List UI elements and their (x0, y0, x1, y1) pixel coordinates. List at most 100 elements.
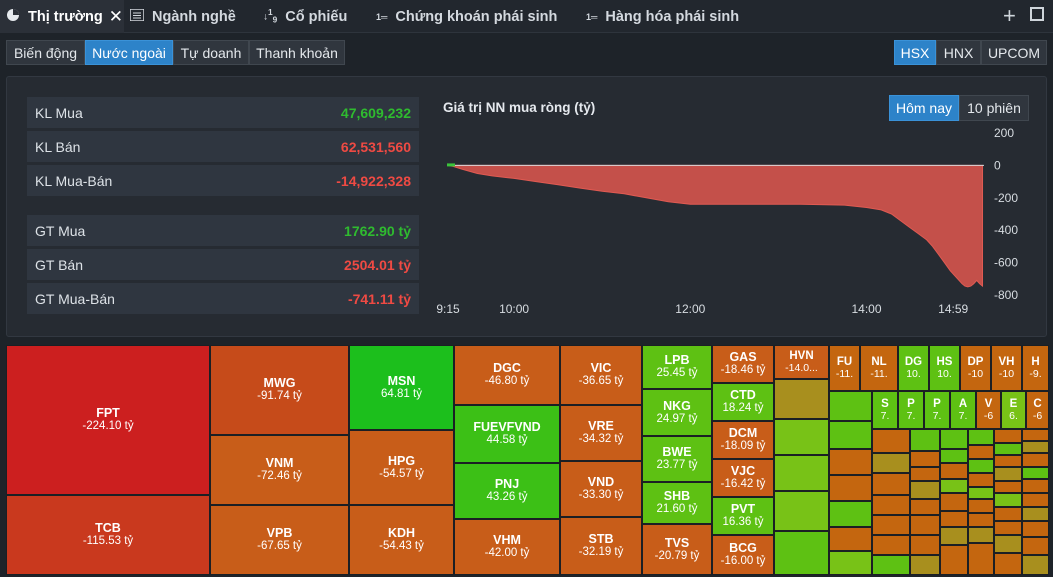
treemap-cell[interactable] (872, 453, 910, 473)
treemap-cell[interactable] (829, 421, 872, 449)
treemap-cell[interactable]: MSN 64.81 tỷ (349, 345, 454, 430)
exchange-hnx[interactable]: HNX (936, 40, 981, 65)
treemap-cell[interactable]: P 7. (924, 391, 950, 429)
treemap-cell[interactable] (1022, 507, 1049, 521)
maximize-icon[interactable] (1030, 7, 1044, 21)
treemap-cell[interactable] (968, 473, 994, 487)
toggle-10-sessions[interactable]: 10 phiên (959, 95, 1029, 121)
treemap-cell[interactable]: S 7. (872, 391, 898, 429)
treemap-cell[interactable] (1022, 555, 1049, 575)
treemap-cell[interactable]: VH -10 (991, 345, 1022, 391)
treemap-cell[interactable]: DCM -18.09 tỷ (712, 421, 774, 459)
treemap-cell[interactable]: E 6. (1001, 391, 1026, 429)
treemap-cell[interactable] (994, 467, 1022, 481)
treemap-cell[interactable]: FU -11. (829, 345, 860, 391)
treemap-cell[interactable]: BCG -16.00 tỷ (712, 535, 774, 575)
subtab-nuoc-ngoai[interactable]: Nước ngoài (85, 40, 173, 65)
subtab-tu-doanh[interactable]: Tự doanh (173, 40, 249, 65)
treemap-cell[interactable] (968, 487, 994, 499)
treemap-cell[interactable] (1022, 429, 1049, 441)
treemap-cell[interactable] (910, 535, 940, 555)
treemap-cell[interactable] (1022, 453, 1049, 467)
treemap-cell[interactable] (910, 467, 940, 481)
tab-commodities[interactable]: 1═ Hàng hóa phái sinh (586, 0, 739, 33)
treemap-cell[interactable]: H -9. (1022, 345, 1049, 391)
add-tab-icon[interactable]: + (1003, 3, 1016, 28)
treemap-cell[interactable]: STB -32.19 tỷ (560, 517, 642, 575)
treemap-cell[interactable]: MWG -91.74 tỷ (210, 345, 349, 435)
tab-stocks[interactable]: ↓19 Cổ phiếu (263, 0, 347, 33)
tab-market[interactable]: Thị trường ✕ (0, 0, 124, 33)
treemap-cell[interactable] (1022, 479, 1049, 493)
treemap-cell[interactable] (774, 491, 829, 531)
treemap-cell[interactable]: A 7. (950, 391, 976, 429)
treemap-cell[interactable]: LPB 25.45 tỷ (642, 345, 712, 389)
treemap-cell[interactable]: VIC -36.65 tỷ (560, 345, 642, 405)
treemap-cell[interactable]: SHB 21.60 tỷ (642, 482, 712, 524)
treemap-cell[interactable]: C -6 (1026, 391, 1049, 429)
treemap-cell[interactable] (940, 463, 968, 479)
treemap-cell[interactable] (910, 481, 940, 499)
treemap-cell[interactable] (940, 449, 968, 463)
treemap-cell[interactable] (829, 551, 872, 575)
treemap-cell[interactable] (968, 513, 994, 527)
treemap-cell[interactable] (872, 495, 910, 515)
treemap-cell[interactable] (994, 521, 1022, 535)
treemap-cell[interactable]: VPB -67.65 tỷ (210, 505, 349, 575)
treemap-cell[interactable] (968, 459, 994, 473)
treemap-cell[interactable]: HPG -54.57 tỷ (349, 430, 454, 505)
treemap-cell[interactable]: DG 10. (898, 345, 929, 391)
treemap-cell[interactable] (829, 391, 872, 421)
toggle-today[interactable]: Hôm nay (889, 95, 959, 121)
treemap-cell[interactable] (1022, 441, 1049, 453)
treemap-cell[interactable]: CTD 18.24 tỷ (712, 383, 774, 421)
treemap-cell[interactable]: TVS -20.79 tỷ (642, 524, 712, 575)
treemap-cell[interactable]: NKG 24.97 tỷ (642, 389, 712, 436)
treemap-cell[interactable]: FPT -224.10 tỷ (6, 345, 210, 495)
treemap-cell[interactable] (774, 531, 829, 575)
treemap-cell[interactable] (872, 473, 910, 495)
treemap-cell[interactable] (994, 507, 1022, 521)
treemap-cell[interactable] (774, 455, 829, 491)
treemap-cell[interactable] (1022, 467, 1049, 479)
treemap-cell[interactable] (910, 451, 940, 467)
treemap-cell[interactable]: BWE 23.77 tỷ (642, 436, 712, 482)
treemap-cell[interactable]: VNM -72.46 tỷ (210, 435, 349, 505)
treemap-cell[interactable] (829, 501, 872, 527)
treemap-cell[interactable] (910, 555, 940, 575)
treemap-cell[interactable] (940, 545, 968, 575)
treemap-cell[interactable] (968, 499, 994, 513)
treemap-cell[interactable]: NL -11. (860, 345, 898, 391)
subtab-bien-dong[interactable]: Biến động (6, 40, 85, 65)
treemap-cell[interactable] (1022, 537, 1049, 555)
treemap-cell[interactable]: DP -10 (960, 345, 991, 391)
treemap-cell[interactable] (968, 543, 994, 575)
treemap-cell[interactable]: DGC -46.80 tỷ (454, 345, 560, 405)
treemap-cell[interactable] (774, 419, 829, 455)
treemap-cell[interactable] (872, 555, 910, 575)
treemap-cell[interactable] (1022, 493, 1049, 507)
treemap-cell[interactable]: HS 10. (929, 345, 960, 391)
treemap-cell[interactable] (994, 455, 1022, 467)
treemap-cell[interactable]: VND -33.30 tỷ (560, 461, 642, 517)
tab-industry[interactable]: Ngành nghề (129, 0, 236, 33)
treemap-cell[interactable] (910, 499, 940, 515)
treemap-cell[interactable] (910, 429, 940, 451)
treemap-cell[interactable] (968, 527, 994, 543)
treemap-cell[interactable] (940, 479, 968, 493)
treemap-cell[interactable]: FUEVFVND 44.58 tỷ (454, 405, 560, 463)
treemap-cell[interactable] (872, 535, 910, 555)
treemap-cell[interactable] (872, 429, 910, 453)
treemap-cell[interactable] (994, 553, 1022, 575)
treemap-cell[interactable] (994, 429, 1022, 443)
treemap-cell[interactable] (1022, 521, 1049, 537)
exchange-upcom[interactable]: UPCOM (981, 40, 1047, 65)
treemap-cell[interactable] (994, 535, 1022, 553)
treemap-cell[interactable]: TCB -115.53 tỷ (6, 495, 210, 575)
treemap-cell[interactable] (829, 527, 872, 551)
treemap-cell[interactable]: V -6 (976, 391, 1001, 429)
treemap-cell[interactable] (910, 515, 940, 535)
treemap-cell[interactable]: KDH -54.43 tỷ (349, 505, 454, 575)
treemap-cell[interactable]: VHM -42.00 tỷ (454, 519, 560, 575)
treemap-cell[interactable]: VJC -16.42 tỷ (712, 459, 774, 497)
